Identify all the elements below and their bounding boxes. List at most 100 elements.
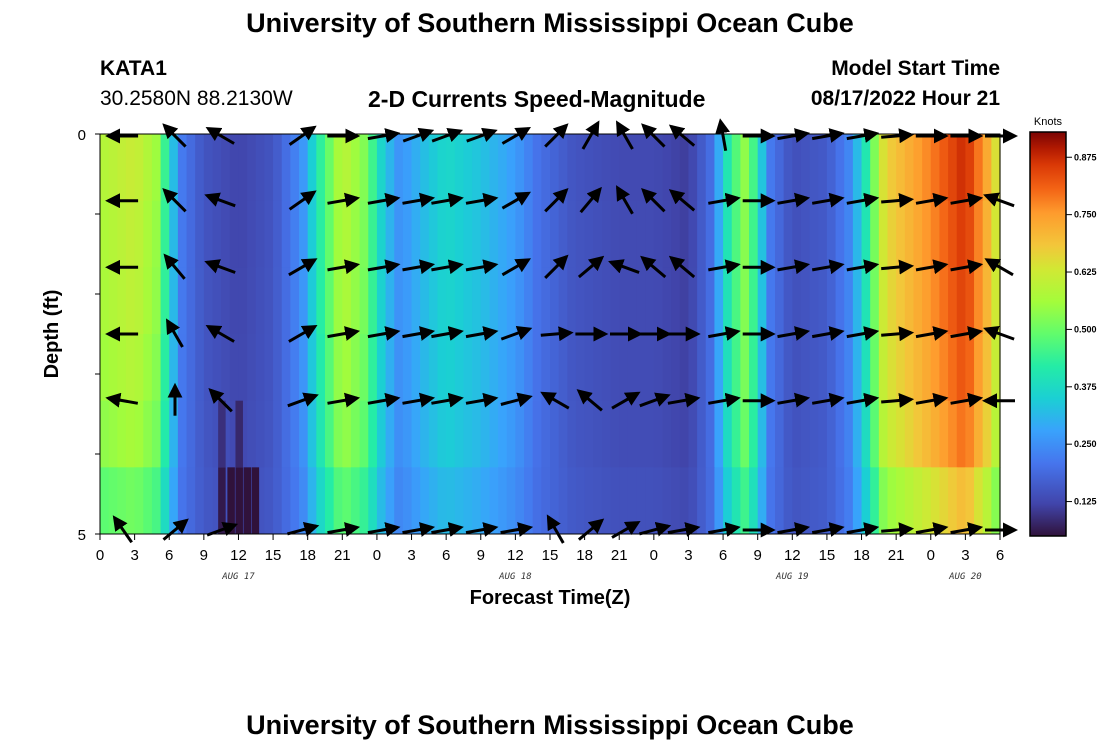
heatmap-cell xyxy=(195,267,205,335)
heatmap-cell xyxy=(498,134,508,202)
heatmap-cell xyxy=(368,400,378,468)
heatmap-cell xyxy=(428,334,439,402)
heatmap-cell xyxy=(134,467,144,535)
heatmap-cell xyxy=(218,467,226,534)
x-tick-label: 18 xyxy=(576,547,593,564)
heatmap-cell xyxy=(359,467,369,535)
heatmap-cell xyxy=(307,267,317,335)
heatmap-cell xyxy=(904,400,915,468)
heatmap-cell xyxy=(463,334,473,402)
heatmap-cell xyxy=(896,267,906,335)
x-tick-label: 21 xyxy=(334,547,351,564)
heatmap-cell xyxy=(636,267,646,335)
heatmap-cell xyxy=(558,134,568,202)
heatmap-cell xyxy=(662,400,672,468)
heatmap-cell xyxy=(524,200,534,268)
heatmap-cell xyxy=(775,200,785,268)
heatmap-cell xyxy=(627,267,638,335)
current-vector xyxy=(465,522,499,537)
heatmap-cell xyxy=(316,267,326,335)
heatmap-cell xyxy=(826,267,837,335)
heatmap-cell xyxy=(870,334,880,402)
heatmap-cell xyxy=(627,134,638,202)
heatmap-cell xyxy=(134,200,144,268)
heatmap-cell xyxy=(818,334,828,402)
heatmap-cell xyxy=(359,134,369,202)
heatmap-cell xyxy=(783,334,793,402)
heatmap-cell xyxy=(290,400,300,468)
heatmap-cell xyxy=(619,267,629,335)
heatmap-cell xyxy=(411,467,421,535)
heatmap-cell xyxy=(212,467,222,535)
heatmap-cell xyxy=(861,134,871,202)
y-axis-label: Depth (ft) xyxy=(41,290,63,379)
heatmap-cell xyxy=(333,134,343,202)
heatmap-cell xyxy=(593,134,603,202)
current-vector xyxy=(915,326,949,341)
heatmap-cell xyxy=(463,467,473,535)
heatmap-cell xyxy=(307,200,317,268)
heatmap-cell xyxy=(472,400,482,468)
heatmap-cell xyxy=(255,400,266,468)
current-vector xyxy=(500,392,533,408)
heatmap-cell xyxy=(930,334,941,402)
heatmap-cell xyxy=(238,200,248,268)
heatmap-cell xyxy=(273,267,283,335)
heatmap-cell xyxy=(731,200,741,268)
heatmap-cell xyxy=(878,134,889,202)
heatmap-cell xyxy=(515,267,525,335)
current-vector xyxy=(715,118,730,152)
heatmap-cell xyxy=(904,334,915,402)
heatmap-cell xyxy=(428,200,439,268)
heatmap-cell xyxy=(532,334,542,402)
heatmap-cell xyxy=(844,400,854,468)
heatmap-cell xyxy=(601,267,612,335)
heatmap-cell xyxy=(117,400,127,468)
current-vector xyxy=(641,187,666,213)
heatmap-cell xyxy=(861,200,871,268)
heatmap-cell xyxy=(731,267,741,335)
current-vector xyxy=(777,192,811,208)
heatmap-cell xyxy=(394,400,404,468)
heatmap-cell xyxy=(723,200,733,268)
heatmap-cell xyxy=(792,467,802,535)
model-start-label: Model Start Time xyxy=(831,57,1000,80)
heatmap-cell xyxy=(757,400,767,468)
heatmap-cell xyxy=(550,467,560,535)
heatmap-cell xyxy=(472,267,482,335)
current-vector xyxy=(327,326,361,341)
heatmap-cell xyxy=(151,467,162,535)
heatmap-cell xyxy=(134,267,144,335)
heatmap-cell xyxy=(273,467,283,535)
heatmap-cell xyxy=(160,400,170,468)
current-vector xyxy=(431,392,464,408)
heatmap-cells xyxy=(100,134,1001,535)
heatmap-cell xyxy=(818,400,828,468)
heatmap-cell xyxy=(575,400,586,468)
heatmap-cell xyxy=(558,267,568,335)
current-vector xyxy=(708,259,741,275)
heatmap-cell xyxy=(826,200,837,268)
heatmap-cell xyxy=(662,267,672,335)
heatmap-cell xyxy=(428,467,439,535)
heatmap-cell xyxy=(446,467,456,535)
heatmap-cell xyxy=(385,267,395,335)
heatmap-cell xyxy=(575,267,586,335)
heatmap-cell xyxy=(532,134,542,202)
heatmap-cell xyxy=(783,400,793,468)
heatmap-cell xyxy=(567,400,577,468)
current-vector xyxy=(811,326,845,341)
current-vector xyxy=(811,522,845,537)
heatmap-cell xyxy=(376,334,387,402)
heatmap-cell xyxy=(567,200,577,268)
heatmap-cell xyxy=(273,200,283,268)
heatmap-cell xyxy=(100,134,110,202)
heatmap-cell xyxy=(160,467,170,535)
current-vector xyxy=(915,392,949,408)
heatmap-cell xyxy=(930,134,941,202)
heatmap-cell xyxy=(567,134,577,202)
heatmap-cell xyxy=(601,200,612,268)
heatmap-cell xyxy=(723,400,733,468)
heatmap-cell xyxy=(800,134,811,202)
heatmap-cell xyxy=(636,334,646,402)
